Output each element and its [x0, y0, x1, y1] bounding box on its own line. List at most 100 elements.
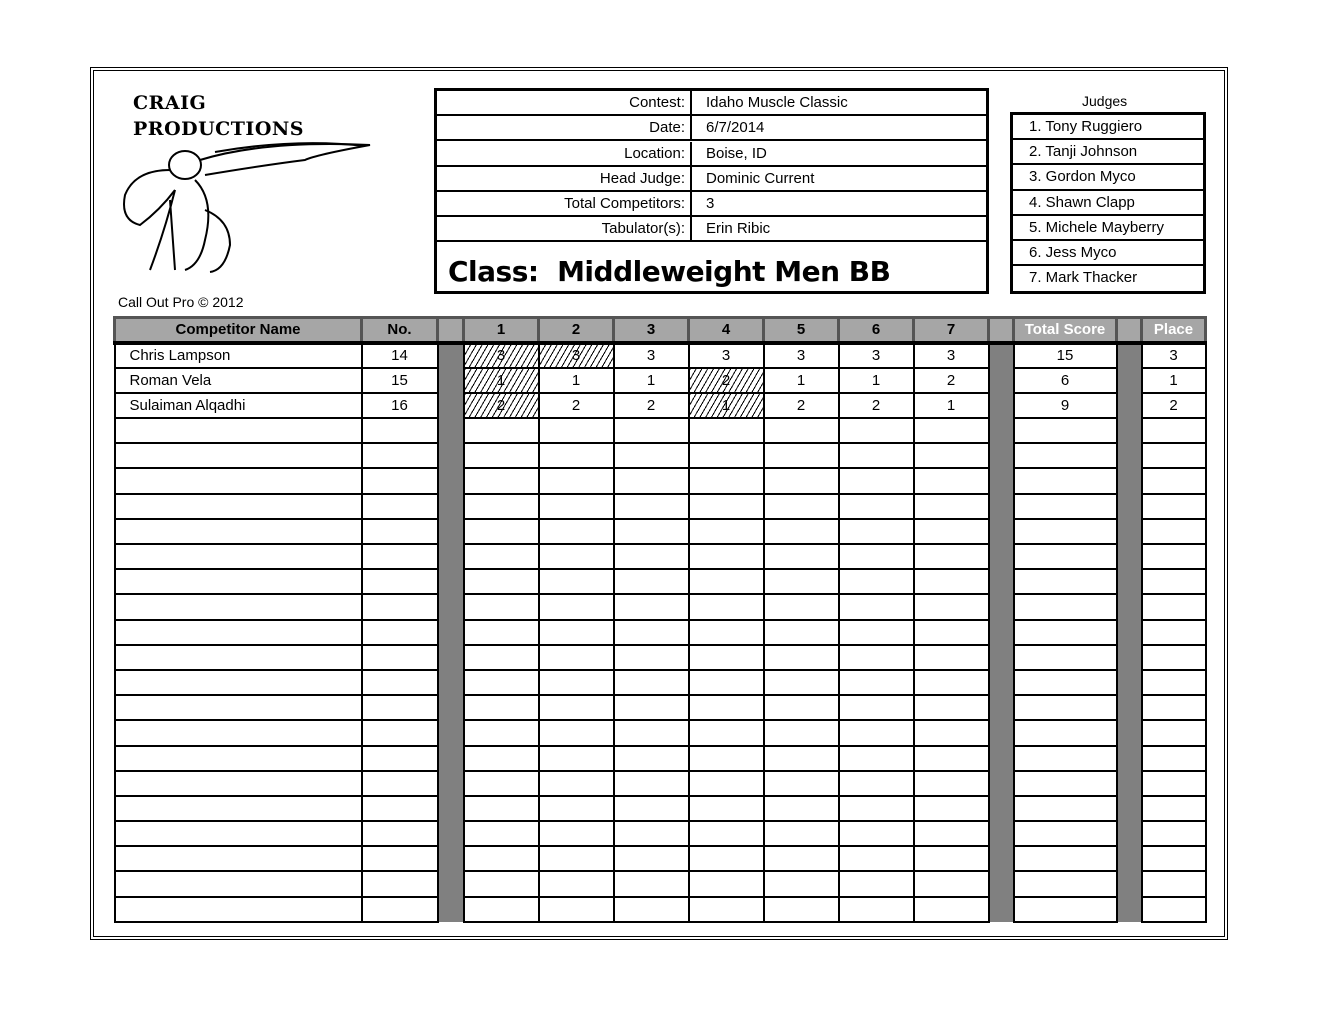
judge-score-cell	[762, 794, 840, 823]
judge-score-cell	[912, 593, 990, 621]
spacer-cell	[987, 720, 1015, 746]
competitor-number-cell	[360, 442, 439, 470]
spacer-cell	[436, 669, 465, 696]
place-cell	[1140, 895, 1207, 923]
judge-score-cell	[462, 794, 540, 823]
spacer-cell	[436, 443, 465, 469]
competitor-name-cell	[113, 618, 363, 646]
competitor-name-cell	[113, 492, 363, 520]
judge-score-cell	[762, 744, 840, 772]
place-cell	[1140, 719, 1207, 747]
competitor-number-cell	[360, 870, 439, 898]
spacer-cell	[987, 695, 1015, 721]
judge-score-cell	[612, 568, 690, 596]
judges-list: 1. Tony Ruggiero 2. Tanji Johnson 3. Gor…	[1010, 112, 1206, 294]
judge-score-cell	[462, 442, 540, 470]
judge-score-cell	[762, 820, 840, 848]
spacer-cell	[1115, 871, 1143, 897]
competitor-number-cell	[360, 820, 439, 848]
judge-score-cell	[762, 618, 840, 646]
competitor-number-cell	[360, 417, 439, 445]
judge-score-cell	[612, 643, 690, 671]
empty-row	[113, 668, 1207, 697]
info-value: Boise, ID	[690, 142, 986, 165]
spacer-cell	[987, 795, 1015, 822]
judge-item: 1. Tony Ruggiero	[1013, 115, 1203, 141]
judge-score-cell	[687, 417, 765, 445]
judge-score-cell: 1	[912, 391, 990, 420]
empty-row	[113, 769, 1207, 797]
total-score-cell	[1012, 870, 1118, 898]
empty-row	[113, 694, 1207, 722]
judge-score-cell	[912, 870, 990, 898]
competitor-name-cell	[113, 744, 363, 772]
header-no: No.	[360, 316, 439, 344]
judge-item: 5. Michele Mayberry	[1013, 216, 1203, 241]
competitor-name-cell	[113, 568, 363, 596]
competitor-name-cell	[113, 417, 363, 445]
judge-score-cell	[837, 668, 915, 697]
info-label: Head Judge:	[599, 170, 685, 187]
judge-score-cell	[687, 719, 765, 747]
score-table: Competitor Name No. 1 2 3 4 5 6 7 Total …	[113, 316, 1207, 923]
judge-item: 6. Jess Myco	[1013, 241, 1203, 267]
judge-score-cell	[462, 870, 540, 898]
competitor-name-cell	[113, 593, 363, 621]
judge-score-cell	[837, 618, 915, 646]
competitor-number-cell	[360, 467, 439, 495]
spacer-cell	[1115, 569, 1143, 595]
judge-score-cell: 2	[612, 391, 690, 420]
bodybuilder-logo-icon	[123, 142, 371, 273]
competitor-name-cell	[113, 769, 363, 797]
judge-score-cell	[537, 794, 615, 823]
total-score-cell	[1012, 442, 1118, 470]
info-value: 3	[690, 192, 986, 215]
judge-score-cell: 1	[537, 366, 615, 394]
judge-score-cell	[762, 668, 840, 697]
judge-score-cell: 3	[912, 340, 990, 369]
judge-score-cell	[912, 542, 990, 571]
header-total-score: Total Score	[1012, 316, 1118, 344]
place-cell	[1140, 618, 1207, 646]
judge-score-cell	[762, 492, 840, 520]
judge-score-cell	[837, 744, 915, 772]
empty-row	[113, 492, 1207, 520]
judge-score-cell	[912, 719, 990, 747]
empty-row	[113, 895, 1207, 923]
spacer-cell	[987, 443, 1015, 469]
place-cell: 3	[1140, 340, 1207, 369]
competitor-number-cell	[360, 593, 439, 621]
judge-score-cell	[687, 794, 765, 823]
copyright-note: Call Out Pro © 2012	[118, 294, 244, 310]
spacer-cell	[1115, 896, 1143, 922]
competitor-name-cell	[113, 517, 363, 546]
header-judge-3: 3	[612, 316, 690, 344]
judge-score-cell	[837, 417, 915, 445]
header-judge-5: 5	[762, 316, 840, 344]
spacer-cell	[1115, 669, 1143, 696]
info-label: Tabulator(s):	[601, 220, 685, 237]
spacer-cell	[1115, 468, 1143, 494]
judge-score-cell	[837, 467, 915, 495]
info-row-date: Date: 6/7/2014	[437, 116, 986, 141]
judge-score-cell	[687, 668, 765, 697]
competitor-name-cell: Chris Lampson	[113, 340, 363, 369]
judge-score-cell	[462, 593, 540, 621]
judge-score-cell	[687, 442, 765, 470]
judge-score-cell	[612, 442, 690, 470]
total-score-cell	[1012, 845, 1118, 873]
competitor-number-cell: 14	[360, 340, 439, 369]
spacer-cell	[436, 846, 465, 872]
spacer-cell	[987, 544, 1015, 570]
judge-score-cell	[912, 568, 990, 596]
competitor-name-cell	[113, 542, 363, 571]
competitor-name-cell	[113, 895, 363, 923]
judge-score-cell	[537, 820, 615, 848]
total-score-cell	[1012, 744, 1118, 772]
info-row-contest: Contest: Idaho Muscle Classic	[437, 91, 986, 116]
judge-score-cell	[912, 668, 990, 697]
spacer-cell	[436, 340, 465, 368]
judge-item: 4. Shawn Clapp	[1013, 191, 1203, 216]
judge-score-cell	[687, 845, 765, 873]
judge-score-cell	[912, 417, 990, 445]
